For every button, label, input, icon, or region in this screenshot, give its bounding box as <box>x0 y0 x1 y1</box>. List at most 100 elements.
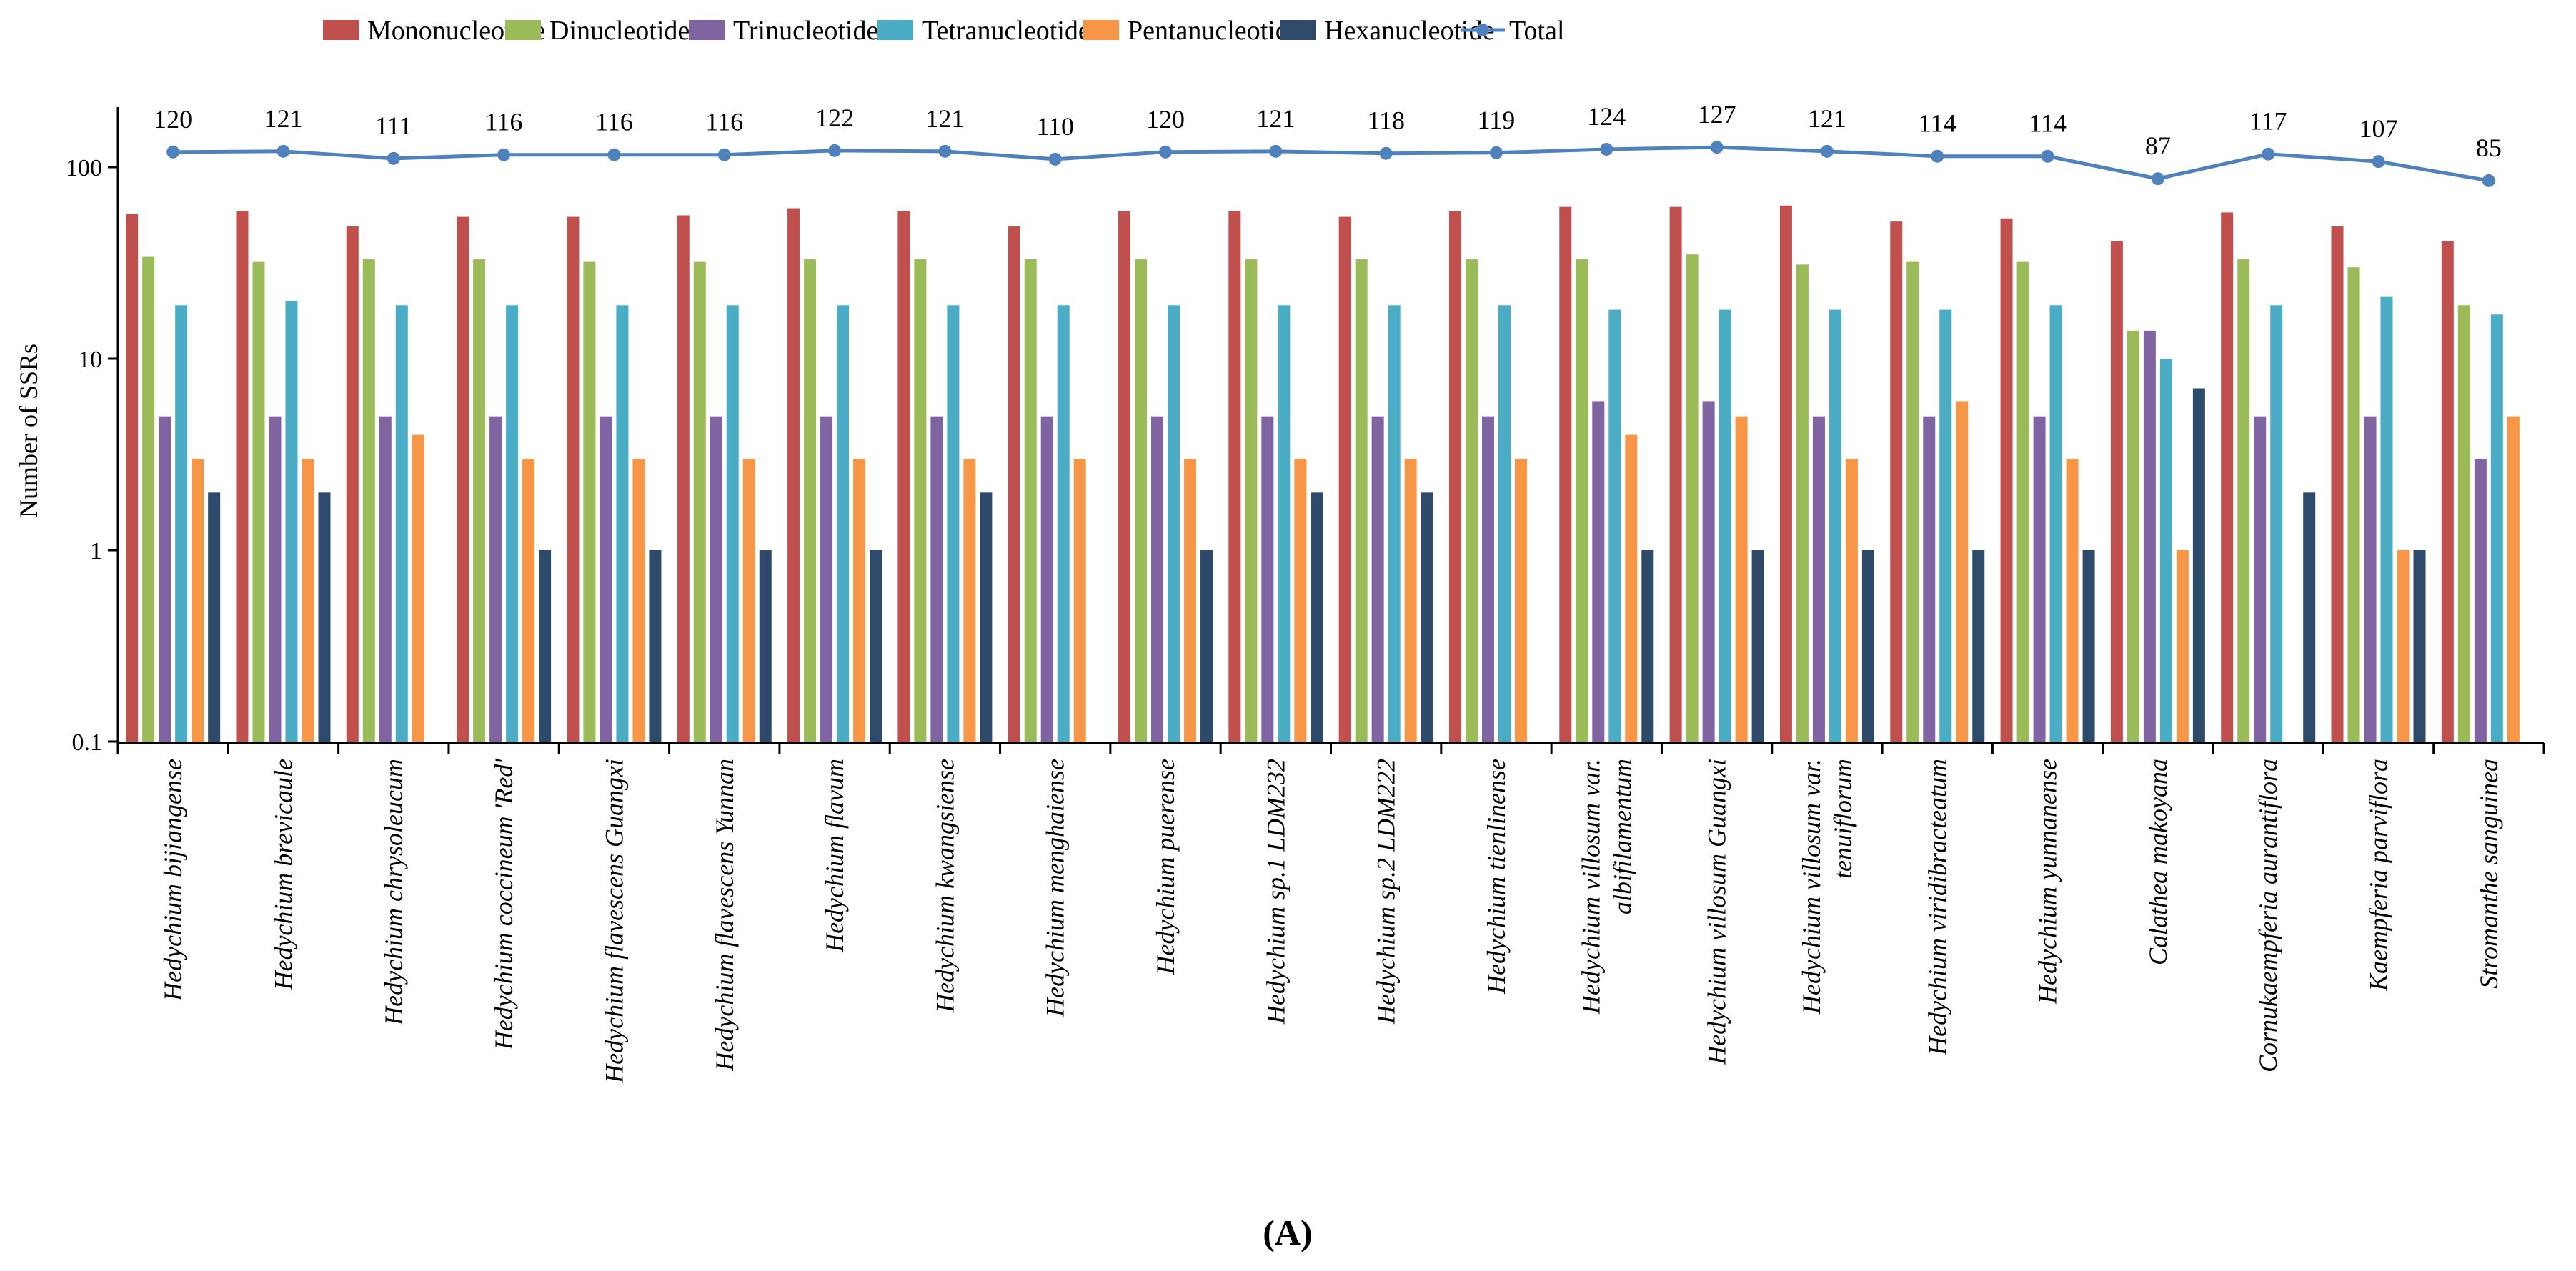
x-tick-label-line: Hedychium chrysoleucum <box>379 759 408 1026</box>
x-tick-label-line: Kaempferia parviflora <box>2364 759 2393 992</box>
legend-swatch-dinucleotide <box>505 20 541 40</box>
bar-trinucleotide-15 <box>1702 401 1715 743</box>
bar-tetranucleotide-4 <box>506 305 519 743</box>
bar-mononucleotide-17 <box>1890 221 1903 744</box>
x-tick-label-line: Hedychium flavescens Yunnan <box>710 759 739 1072</box>
x-tick-label-line: Hedychium flavescens Guangxi <box>600 759 628 1084</box>
bar-mononucleotide-8 <box>897 211 910 744</box>
bar-hexanucleotide-18 <box>2082 550 2095 743</box>
total-data-label-21: 107 <box>2359 114 2398 143</box>
x-tick-label-stromanthe-sanguinea: Stromanthe sanguinea <box>2475 759 2503 989</box>
bar-trinucleotide-11 <box>1261 416 1274 743</box>
total-data-label-6: 116 <box>705 108 743 136</box>
bar-dinucleotide-3 <box>362 259 375 743</box>
bar-trinucleotide-21 <box>2364 416 2377 743</box>
total-point-14 <box>1600 142 1613 156</box>
bar-tetranucleotide-20 <box>2270 305 2283 743</box>
legend-label-total: Total <box>1509 16 1565 46</box>
legend-swatch-mononucleotide <box>323 20 359 40</box>
x-tick-label-line: Hedychium coccineum 'Red' <box>489 758 518 1051</box>
y-tick-label: 100 <box>66 155 102 181</box>
x-tick-label-hedychium-bijiangense: Hedychium bijiangense <box>159 759 187 1002</box>
bar-trinucleotide-9 <box>1040 416 1053 743</box>
bar-mononucleotide-22 <box>2441 241 2454 743</box>
bar-hexanucleotide-16 <box>1861 550 1874 743</box>
bar-trinucleotide-6 <box>710 416 722 743</box>
bar-dinucleotide-16 <box>1796 264 1809 743</box>
bar-tetranucleotide-11 <box>1278 305 1291 743</box>
x-tick-label-hedychium-coccineum-red: Hedychium coccineum 'Red' <box>489 758 518 1051</box>
total-point-13 <box>1489 146 1503 159</box>
legend-item-pentanucleotide: Pentanucleotide <box>1083 16 1301 46</box>
total-data-label-9: 110 <box>1036 112 1074 141</box>
bar-tetranucleotide-3 <box>395 305 408 743</box>
bar-hexanucleotide-15 <box>1751 550 1764 743</box>
bar-tetranucleotide-16 <box>1829 309 1841 743</box>
bar-tetranucleotide-17 <box>1939 309 1952 743</box>
total-data-label-22: 85 <box>2476 134 2502 162</box>
bar-dinucleotide-21 <box>2347 267 2360 744</box>
bar-trinucleotide-18 <box>2033 416 2046 743</box>
legend-label-dinucleotide: Dinucleotide <box>549 16 690 46</box>
x-tick-label-line: Hedychium villosum var. <box>1797 759 1826 1015</box>
total-line <box>173 145 2490 183</box>
bar-mononucleotide-6 <box>677 215 690 743</box>
bar-hexanucleotide-2 <box>318 492 331 743</box>
bar-mononucleotide-20 <box>2221 212 2234 743</box>
bar-dinucleotide-12 <box>1355 259 1368 743</box>
y-axis: 0.1 1 10 100 <box>66 107 119 756</box>
bar-dinucleotide-17 <box>1906 261 1919 743</box>
bar-mononucleotide-12 <box>1338 216 1351 744</box>
x-tick-label-line: Calathea makoyana <box>2144 759 2172 965</box>
bar-hexanucleotide-14 <box>1641 550 1654 743</box>
bar-trinucleotide-8 <box>930 416 943 743</box>
bars-group <box>126 205 2520 744</box>
x-tick-label-hedychium-puerense: Hedychium puerense <box>1151 759 1180 975</box>
total-point-21 <box>2372 155 2385 169</box>
x-axis: Hedychium bijiangense Hedychium brevicaul… <box>116 742 2545 1084</box>
total-point-17 <box>1931 149 1944 163</box>
total-data-label-5: 116 <box>595 108 633 136</box>
x-tick-label-line: albifilamentum <box>1608 759 1636 914</box>
legend-label-trinucleotide: Trinucleotide <box>733 16 878 46</box>
bar-tetranucleotide-2 <box>285 301 298 743</box>
bar-dinucleotide-15 <box>1686 254 1699 743</box>
x-tick-label-hedychium-tienlinense: Hedychium tienlinense <box>1482 759 1511 995</box>
panel-label: (A) <box>1263 1212 1312 1252</box>
x-tick-label-hedychium-villosum-guangxi: Hedychium villosum Guangxi <box>1703 759 1731 1065</box>
total-data-label-18: 114 <box>2029 109 2067 138</box>
bar-pentanucleotide-8 <box>963 459 976 743</box>
x-tick-label-hedychium-sp-2-ldm222: Hedychium sp.2 LDM222 <box>1372 759 1401 1025</box>
bar-tetranucleotide-6 <box>726 305 739 743</box>
bar-tetranucleotide-21 <box>2380 296 2393 743</box>
bar-dinucleotide-13 <box>1465 259 1478 743</box>
legend: Mononucleotide Dinucleotide Trinucleotide T… <box>323 16 1565 46</box>
total-data-label-11: 121 <box>1256 104 1295 133</box>
bar-hexanucleotide-19 <box>2192 388 2205 743</box>
bar-hexanucleotide-8 <box>980 492 993 743</box>
bar-hexanucleotide-10 <box>1200 550 1213 743</box>
x-tick-label-hedychium-menghaiense: Hedychium menghaiense <box>1041 759 1070 1017</box>
bar-mononucleotide-21 <box>2331 226 2344 743</box>
x-tick-label-line: Hedychium tienlinense <box>1482 759 1511 995</box>
legend-swatch-tetranucleotide <box>877 20 913 40</box>
bar-pentanucleotide-5 <box>632 459 645 743</box>
bar-tetranucleotide-1 <box>175 305 188 743</box>
bar-pentanucleotide-22 <box>2507 416 2520 743</box>
x-tick-label-line: Cornukaempferia aurantiflora <box>2254 759 2282 1072</box>
total-point-12 <box>1379 146 1393 160</box>
total-data-label-4: 116 <box>485 108 523 136</box>
legend-item-total: Total <box>1461 16 1565 46</box>
total-data-label-13: 119 <box>1478 106 1516 134</box>
total-data-label-8: 121 <box>925 104 964 133</box>
legend-item-trinucleotide: Trinucleotide <box>689 16 878 46</box>
bar-dinucleotide-2 <box>252 261 265 743</box>
total-point-6 <box>717 148 731 161</box>
bar-pentanucleotide-13 <box>1514 459 1527 743</box>
x-tick-label-line: Hedychium viridibracteatum <box>1923 759 1951 1056</box>
total-point-10 <box>1159 145 1173 159</box>
bar-mononucleotide-5 <box>567 216 580 744</box>
bar-dinucleotide-14 <box>1576 259 1588 743</box>
bar-pentanucleotide-10 <box>1184 459 1197 743</box>
